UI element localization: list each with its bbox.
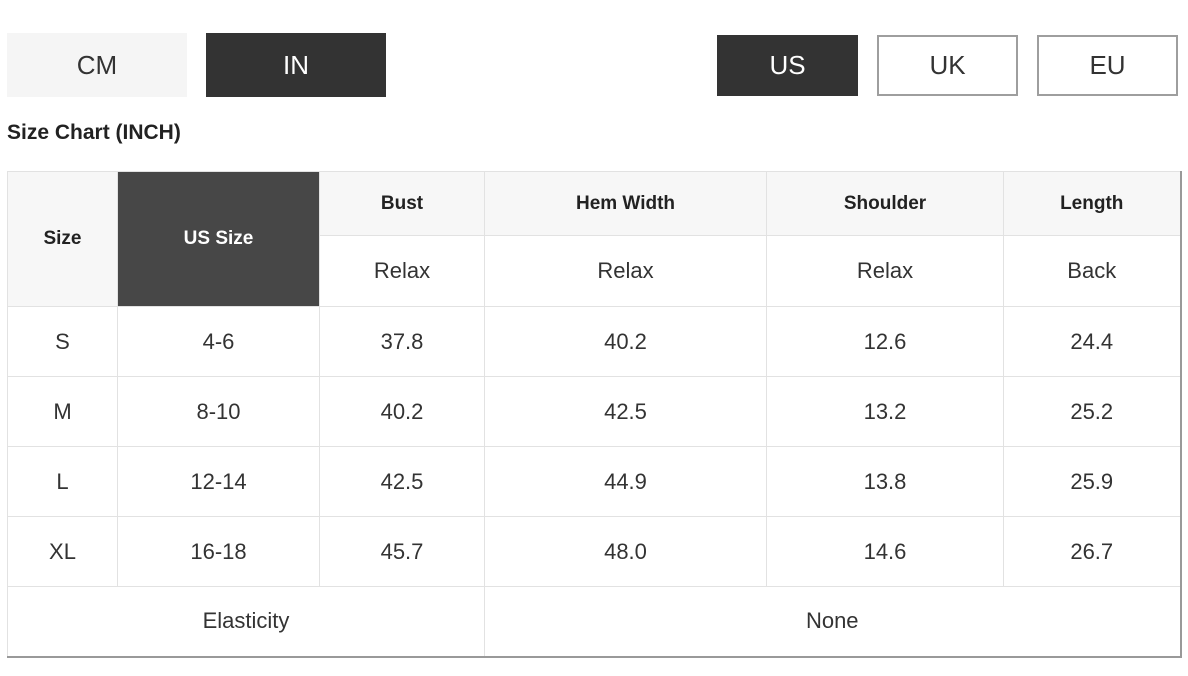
column-header-size: Size <box>7 171 118 307</box>
us-size-cell: 4-6 <box>117 306 320 377</box>
page-title: Size Chart (INCH) <box>7 121 181 144</box>
table-elasticity-row: Elasticity None <box>7 586 1181 657</box>
us-size-cell: 12-14 <box>117 446 320 517</box>
bust-cell: 45.7 <box>319 516 485 587</box>
region-toggle-eu[interactable]: EU <box>1037 34 1178 96</box>
hem-width-cell: 48.0 <box>484 516 767 587</box>
column-header-hem-width: Hem Width <box>484 171 767 236</box>
us-size-cell: 8-10 <box>117 376 320 447</box>
hem-width-cell: 44.9 <box>484 446 767 517</box>
length-cell: 24.4 <box>1003 306 1181 377</box>
measure-type-bust: Relax <box>319 235 485 307</box>
table-row-m: M 8-10 40.2 42.5 13.2 25.2 <box>7 376 1181 447</box>
column-header-us-size: US Size <box>117 171 320 307</box>
shoulder-cell: 13.8 <box>766 446 1004 517</box>
bust-cell: 37.8 <box>319 306 485 377</box>
shoulder-cell: 13.2 <box>766 376 1004 447</box>
length-cell: 25.2 <box>1003 376 1181 447</box>
toggle-row: CM IN US UK EU <box>7 33 1178 97</box>
bust-cell: 42.5 <box>319 446 485 517</box>
table-row-s: S 4-6 37.8 40.2 12.6 24.4 <box>7 306 1181 377</box>
size-cell: L <box>7 446 118 517</box>
region-toggle-group: US UK EU <box>717 34 1178 96</box>
size-chart-table: Size US Size Bust Hem Width Shoulder Len… <box>7 171 1182 658</box>
table-header-row: Size US Size Bust Hem Width Shoulder Len… <box>7 171 1181 307</box>
measure-type-length: Back <box>1003 235 1181 307</box>
size-chart-page: CM IN US UK EU Size Chart (INCH) Size US… <box>7 33 1182 658</box>
measure-type-hem-width: Relax <box>484 235 767 307</box>
shoulder-cell: 12.6 <box>766 306 1004 377</box>
unit-toggle-in[interactable]: IN <box>206 33 386 97</box>
column-header-shoulder: Shoulder <box>766 171 1004 236</box>
hem-width-cell: 40.2 <box>484 306 767 377</box>
column-header-length: Length <box>1003 171 1181 236</box>
size-cell: S <box>7 306 118 377</box>
table-row-l: L 12-14 42.5 44.9 13.8 25.9 <box>7 446 1181 517</box>
size-cell: M <box>7 376 118 447</box>
hem-width-cell: 42.5 <box>484 376 767 447</box>
length-cell: 25.9 <box>1003 446 1181 517</box>
length-cell: 26.7 <box>1003 516 1181 587</box>
unit-toggle-group: CM IN <box>7 33 386 97</box>
elasticity-label-cell: Elasticity <box>7 586 485 657</box>
shoulder-cell: 14.6 <box>766 516 1004 587</box>
column-header-bust: Bust <box>319 171 485 236</box>
region-toggle-us[interactable]: US <box>717 34 858 96</box>
measure-type-shoulder: Relax <box>766 235 1004 307</box>
us-size-cell: 16-18 <box>117 516 320 587</box>
table-row-xl: XL 16-18 45.7 48.0 14.6 26.7 <box>7 516 1181 587</box>
table-measure-row: Relax Relax Relax Back <box>8 235 1181 307</box>
elasticity-value-cell: None <box>484 586 1181 657</box>
unit-toggle-cm[interactable]: CM <box>7 33 187 97</box>
region-toggle-uk[interactable]: UK <box>877 34 1018 96</box>
size-cell: XL <box>7 516 118 587</box>
bust-cell: 40.2 <box>319 376 485 447</box>
